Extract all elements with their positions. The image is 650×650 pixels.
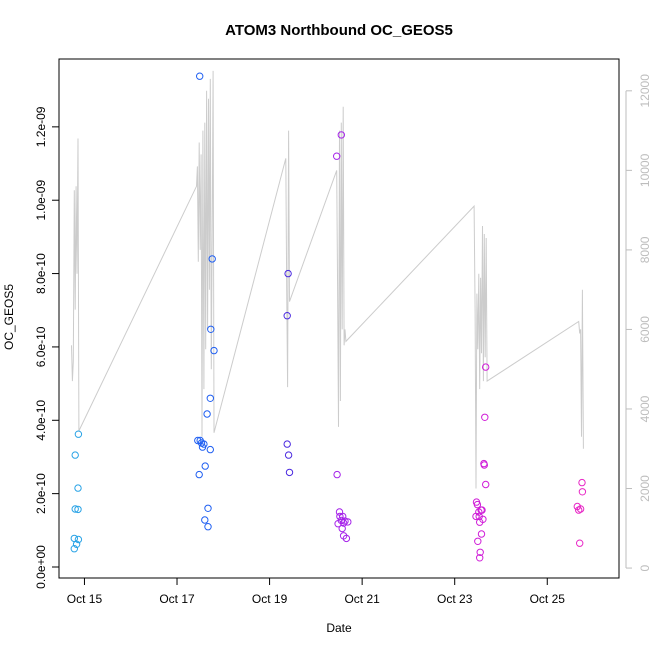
data-point (204, 523, 212, 531)
data-point (479, 515, 487, 523)
data-point (74, 484, 82, 492)
data-point (200, 440, 208, 448)
data-point (208, 255, 216, 263)
chart-title: ATOM3 Northbound OC_GEOS5 (225, 22, 453, 39)
data-point (482, 363, 490, 371)
data-point (474, 537, 482, 545)
y-left-tick-label: 8.0e-10 (34, 253, 48, 294)
data-point (201, 462, 209, 470)
data-point (74, 535, 83, 544)
data-point (575, 506, 583, 514)
data-point (71, 451, 79, 459)
data-point (578, 488, 587, 496)
data-point (473, 500, 482, 509)
scatter-points-layer (70, 72, 587, 562)
y-left-tick-label: 1.2e-09 (34, 106, 48, 147)
data-point (206, 445, 215, 454)
data-point (477, 530, 486, 538)
data-point (336, 512, 344, 521)
altitude-line-layer (71, 70, 584, 489)
data-point (71, 505, 79, 513)
data-point (344, 518, 352, 526)
y-right-tick-label: 8000 (638, 236, 650, 263)
data-point (342, 534, 351, 543)
data-point (337, 131, 345, 139)
y-right-tick-label: 2000 (638, 475, 650, 502)
x-tick-label: Oct 19 (252, 592, 288, 606)
data-point (206, 394, 215, 402)
data-point (204, 504, 212, 512)
data-point (481, 413, 489, 421)
axes-layer: Oct 15 Oct 17 Oct 19 Oct 21 Oct 23 Oct 25 0.0e… (34, 74, 650, 606)
x-axis-label: Date (326, 621, 352, 635)
data-point (476, 554, 484, 562)
x-tick-label: Oct 17 (159, 592, 195, 606)
y-left-tick-label: 2.0e-10 (34, 473, 48, 514)
y-right-tick-label: 10000 (638, 153, 650, 187)
data-point (480, 461, 488, 469)
y-left-tick-label: 0.0e+00 (34, 545, 48, 589)
y-right-tick-label: 12000 (638, 74, 650, 108)
y-left-tick-label: 4.0e-10 (34, 400, 48, 441)
data-point (72, 540, 81, 548)
data-point (576, 505, 585, 513)
data-point (195, 470, 203, 479)
data-point (333, 470, 341, 479)
data-point (283, 440, 291, 448)
data-point (196, 72, 204, 80)
plot-frame (58, 58, 620, 579)
data-point (333, 152, 341, 160)
data-point (284, 451, 293, 459)
data-point (578, 478, 586, 487)
data-point (478, 506, 486, 514)
data-point (203, 410, 211, 418)
x-tick-label: Oct 23 (437, 592, 473, 606)
x-tick-label: Oct 25 (530, 592, 566, 606)
series-line (71, 70, 584, 489)
data-point (339, 519, 348, 527)
x-tick-label: Oct 21 (344, 592, 380, 606)
y-axis-label: OC_GEOS5 (2, 284, 16, 350)
data-point (284, 269, 292, 278)
data-point (285, 468, 294, 477)
y-right-tick-label: 6000 (638, 316, 650, 343)
data-point (576, 539, 584, 547)
data-point (74, 430, 83, 438)
data-point (194, 436, 202, 445)
x-tick-label: Oct 15 (67, 592, 103, 606)
y-right-tick-label: 4000 (638, 395, 650, 422)
y-left-tick-label: 1.0e-09 (34, 180, 48, 221)
data-point (70, 545, 79, 553)
data-point (338, 524, 346, 533)
data-point (201, 516, 209, 524)
data-point (207, 325, 215, 333)
data-point (476, 548, 484, 556)
data-point (283, 312, 291, 320)
data-point (74, 505, 82, 514)
y-right-tick-label: 0 (638, 564, 650, 571)
data-point (210, 346, 218, 355)
data-point (482, 480, 490, 489)
y-left-tick-label: 6.0e-10 (34, 326, 48, 367)
